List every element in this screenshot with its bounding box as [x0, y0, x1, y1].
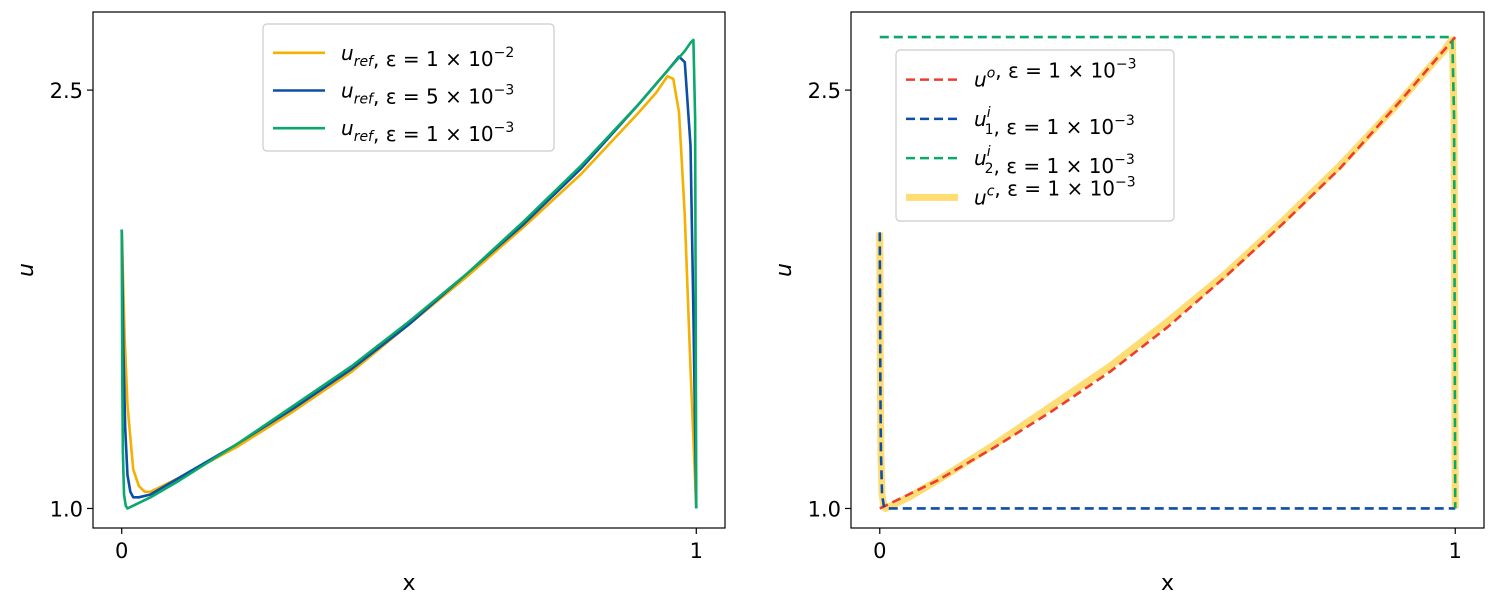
plot-area	[120, 38, 698, 510]
y-axis-label: u	[14, 263, 39, 277]
y-tick-label: 2.5	[50, 79, 83, 103]
x-axis-label: x	[1161, 571, 1174, 596]
legend: uref, ε = 1 × 10−2 uref, ε = 5 × 10−3 uref…	[262, 23, 555, 152]
legend-box	[262, 23, 555, 152]
plot-frame	[850, 11, 1485, 529]
series-line-4	[879, 35, 1457, 509]
legend: uo, ε = 1 × 10−3 ui 1, ε = 1 × 10−3 ui 2, ε …	[895, 49, 1175, 222]
x-tick-label: 0	[873, 539, 886, 563]
y-axis-label: u	[772, 263, 797, 277]
series-line-3	[878, 232, 1456, 510]
legend-entry-label: uref, ε = 1 × 10−3	[341, 116, 514, 146]
y-tick-label: 2.5	[808, 79, 841, 103]
legend-box	[895, 49, 1175, 222]
plot-area	[876, 35, 1459, 512]
legend-entry-label: ui 1, ε = 1 × 10−3	[974, 105, 1135, 139]
x-tick-label: 1	[690, 539, 703, 563]
series-line-2	[879, 36, 1457, 510]
y-tick-label: 1.0	[50, 497, 83, 521]
x-axis-label: x	[402, 571, 415, 596]
legend-entry-label: ui 2, ε = 1 × 10−3	[974, 144, 1135, 178]
legend-entry-label: uc, ε = 1 × 10−3	[974, 174, 1136, 209]
legend-entry-label: uo, ε = 1 × 10−3	[974, 57, 1137, 92]
x-tick-label: 0	[115, 539, 128, 563]
plot-frame	[92, 11, 726, 529]
x-tick-label: 1	[1449, 539, 1462, 563]
series-line-2	[120, 55, 698, 509]
y-tick-label: 1.0	[808, 497, 841, 521]
legend-entry-label: uref, ε = 1 × 10−2	[341, 41, 514, 71]
series-line-3	[120, 38, 698, 510]
chart-panel-1: 0 1 1.0 2.5 x u uref, ε = 1 × 10−2 uref, ε = 5 …	[14, 11, 726, 596]
chart-panel-2: 0 1 1.0 2.5 x u uo, ε = 1 × 10−3 ui 1, ε = 1 × 1…	[772, 11, 1485, 596]
legend-entry-label: uref, ε = 5 × 10−3	[341, 79, 514, 109]
